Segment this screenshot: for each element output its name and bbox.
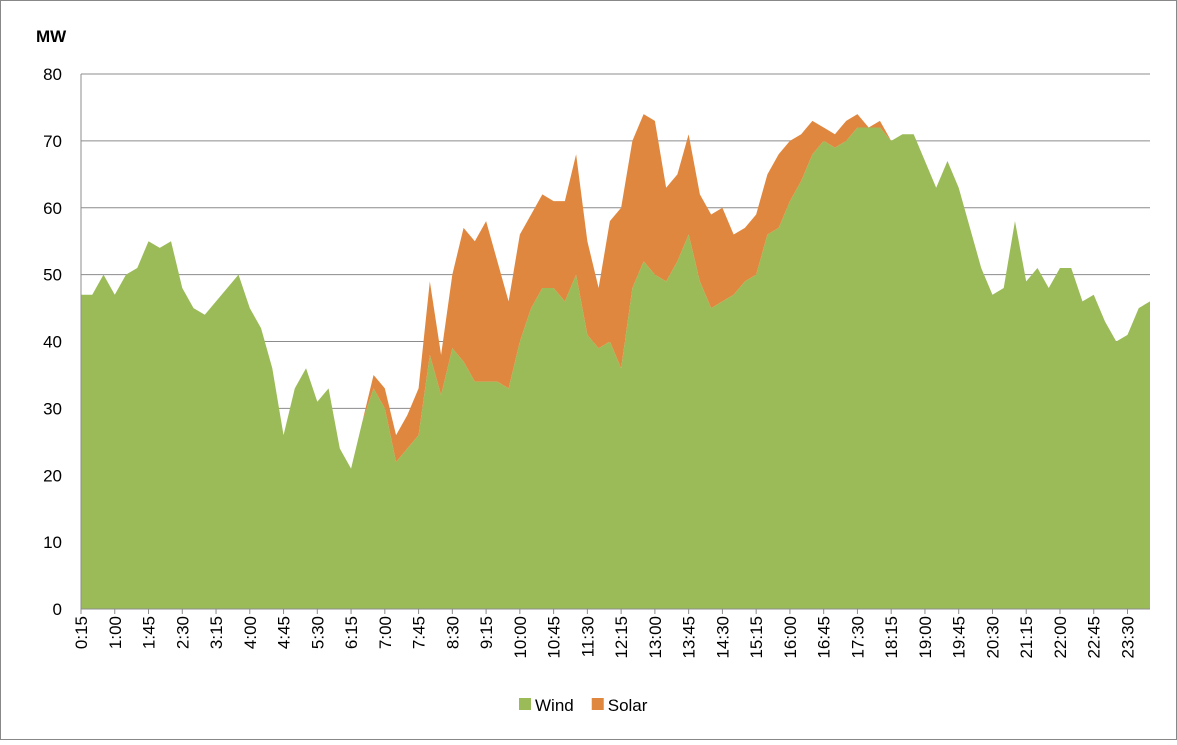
x-tick-label: 20:30 bbox=[983, 616, 1002, 659]
x-tick-label: 1:00 bbox=[106, 616, 125, 649]
x-tick-label: 10:00 bbox=[511, 616, 530, 659]
y-tick-label: 10 bbox=[43, 533, 62, 552]
x-tick-label: 15:15 bbox=[747, 616, 766, 659]
legend-label: Solar bbox=[608, 696, 648, 715]
y-tick-label: 50 bbox=[43, 266, 62, 285]
y-tick-label: 40 bbox=[43, 333, 62, 352]
y-tick-label: 20 bbox=[43, 466, 62, 485]
x-tick-label: 3:15 bbox=[207, 616, 226, 649]
x-tick-label: 13:00 bbox=[646, 616, 665, 659]
x-tick-label: 21:15 bbox=[1017, 616, 1036, 659]
x-tick-label: 22:45 bbox=[1085, 616, 1104, 659]
x-tick-label: 12:15 bbox=[612, 616, 631, 659]
area bbox=[81, 127, 1150, 609]
x-tick-label: 19:45 bbox=[950, 616, 969, 659]
area bbox=[81, 114, 1150, 469]
x-tick-label: 1:45 bbox=[140, 616, 159, 649]
x-tick-label: 7:00 bbox=[376, 616, 395, 649]
x-tick-label: 5:30 bbox=[308, 616, 327, 649]
x-tick-label: 7:45 bbox=[410, 616, 429, 649]
x-tick-label: 22:00 bbox=[1051, 616, 1070, 659]
x-tick-label: 4:00 bbox=[241, 616, 260, 649]
x-tick-label: 16:00 bbox=[781, 616, 800, 659]
x-tick-label: 11:30 bbox=[578, 616, 597, 657]
x-tick-label: 8:30 bbox=[443, 616, 462, 649]
y-tick-label: 80 bbox=[43, 65, 62, 84]
x-tick-label: 16:45 bbox=[815, 616, 834, 659]
y-tick-label: 0 bbox=[53, 600, 62, 619]
x-tick-label: 13:45 bbox=[680, 616, 699, 659]
x-tick-label: 6:15 bbox=[342, 616, 361, 649]
y-tick-label: 70 bbox=[43, 132, 62, 151]
x-tick-label: 4:45 bbox=[275, 616, 294, 649]
x-tick-label: 14:30 bbox=[713, 616, 732, 659]
y-axis-label: MW bbox=[36, 27, 67, 46]
x-tick-label: 23:30 bbox=[1118, 616, 1137, 659]
legend-swatch bbox=[519, 698, 531, 710]
legend-label: Wind bbox=[535, 696, 574, 715]
x-tick-label: 10:45 bbox=[545, 616, 564, 659]
x-tick-label: 9:15 bbox=[477, 616, 496, 649]
x-tick-label: 19:00 bbox=[916, 616, 935, 659]
y-tick-label: 30 bbox=[43, 399, 62, 418]
x-tick-label: 18:15 bbox=[882, 616, 901, 659]
x-tick-label: 0:15 bbox=[72, 616, 91, 649]
y-tick-label: 60 bbox=[43, 199, 62, 218]
x-tick-label: 2:30 bbox=[173, 616, 192, 649]
legend-swatch bbox=[591, 698, 604, 710]
x-tick-label: 17:30 bbox=[848, 616, 867, 659]
